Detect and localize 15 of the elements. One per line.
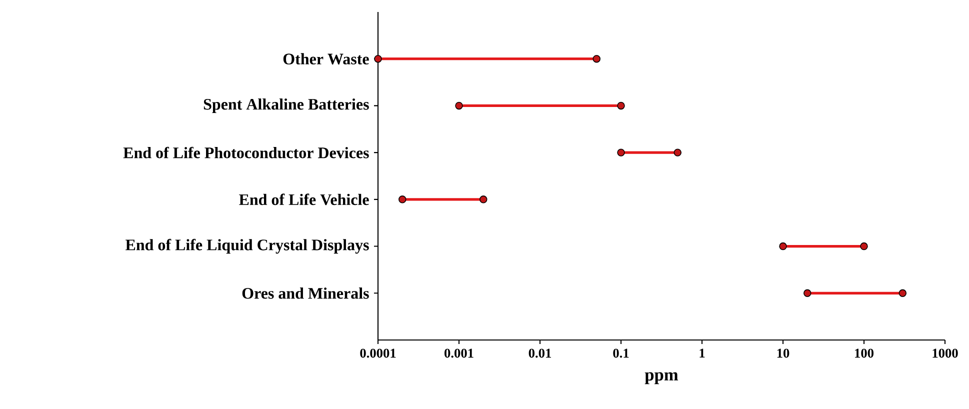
x-tick-label: 100 [855, 348, 874, 358]
x-tick-label: 0.001 [444, 348, 474, 358]
x-tick-label: 10 [777, 348, 790, 358]
x-tick-label: 0.0001 [360, 348, 396, 358]
y-tick-label: End of Life Vehicle [239, 194, 369, 206]
y-tick-label: Other Waste [283, 53, 369, 65]
x-tick-label: 1 [700, 348, 705, 358]
y-tick-label: Ores and Minerals [242, 288, 369, 299]
y-tick-label: End of Life Liquid Crystal Displays [126, 238, 369, 254]
x-axis-title: ppm [644, 372, 678, 384]
x-tick-label: 1000 [932, 348, 958, 358]
x-tick-label: 0.1 [613, 348, 629, 358]
y-tick-label: Spent Alkaline Batteries [204, 98, 369, 113]
x-tick-label: 0.01 [528, 348, 551, 358]
y-tick-label: End of Life Photoconductor Devices [123, 146, 369, 158]
